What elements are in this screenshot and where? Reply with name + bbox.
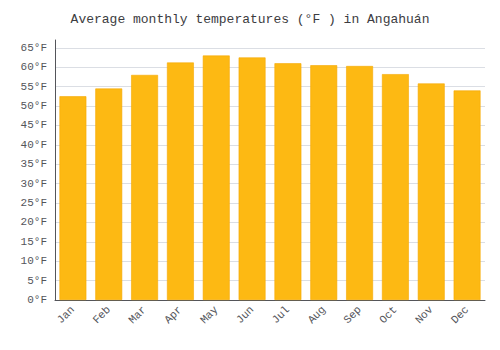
svg-text:Sep: Sep (341, 304, 363, 326)
svg-text:May: May (198, 303, 221, 326)
svg-text:30°F: 30°F (21, 178, 47, 190)
svg-text:Jul: Jul (270, 304, 292, 326)
svg-text:60°F: 60°F (21, 61, 47, 73)
svg-text:45°F: 45°F (21, 119, 47, 131)
svg-text:40°F: 40°F (21, 139, 47, 151)
svg-text:Mar: Mar (126, 304, 148, 326)
svg-text:Average monthly temperatures (: Average monthly temperatures (°F ) in An… (71, 12, 430, 27)
svg-text:Nov: Nov (413, 303, 436, 326)
svg-text:15°F: 15°F (21, 236, 47, 248)
svg-text:55°F: 55°F (21, 81, 47, 93)
svg-text:Aug: Aug (306, 304, 328, 326)
svg-text:Jun: Jun (234, 304, 256, 326)
svg-text:20°F: 20°F (21, 216, 47, 228)
svg-text:50°F: 50°F (21, 100, 47, 112)
svg-text:Apr: Apr (162, 304, 184, 326)
svg-text:Dec: Dec (449, 304, 471, 326)
svg-text:25°F: 25°F (21, 197, 47, 209)
svg-text:Oct: Oct (377, 304, 399, 326)
svg-text:65°F: 65°F (21, 42, 47, 54)
svg-text:0°F: 0°F (27, 294, 47, 306)
svg-text:35°F: 35°F (21, 158, 47, 170)
svg-text:Jan: Jan (55, 304, 77, 326)
svg-text:10°F: 10°F (21, 255, 47, 267)
svg-text:Feb: Feb (91, 304, 113, 326)
svg-text:5°F: 5°F (27, 275, 47, 287)
